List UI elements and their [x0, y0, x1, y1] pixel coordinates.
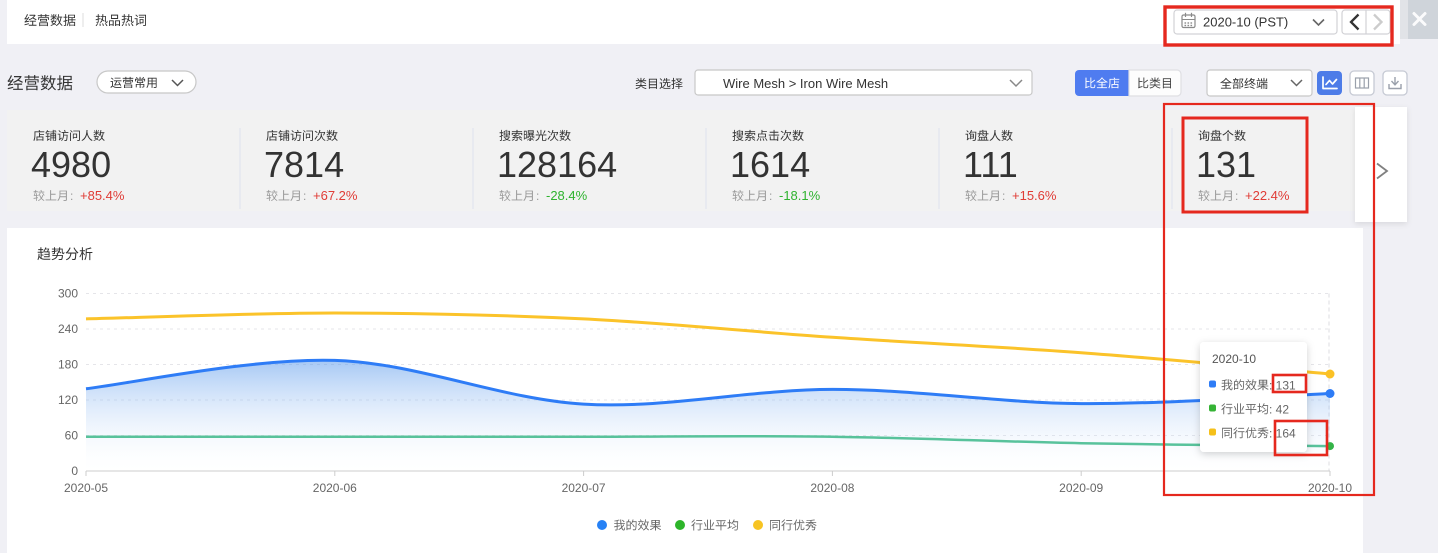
svg-text:180: 180	[58, 358, 78, 372]
svg-text:4980: 4980	[31, 144, 111, 185]
svg-text:1614: 1614	[730, 144, 810, 185]
svg-text:131: 131	[1196, 144, 1256, 185]
svg-text::: :	[769, 189, 772, 203]
svg-text:2020-10: 2020-10	[1212, 352, 1256, 366]
svg-text:+15.6%: +15.6%	[1012, 188, 1057, 203]
svg-text:2020-10: 2020-10	[1308, 481, 1352, 495]
svg-text:0: 0	[71, 464, 78, 478]
svg-text:: 164: : 164	[1269, 426, 1296, 440]
svg-text:111: 111	[963, 144, 1018, 185]
svg-text::: :	[70, 189, 73, 203]
svg-text:2020-07: 2020-07	[562, 481, 606, 495]
svg-text:: 42: : 42	[1269, 402, 1289, 416]
svg-text:-28.4%: -28.4%	[546, 188, 588, 203]
svg-text:2020-08: 2020-08	[810, 481, 854, 495]
svg-text:Wire Mesh > Iron Wire Mesh: Wire Mesh > Iron Wire Mesh	[723, 76, 888, 91]
svg-text:300: 300	[58, 287, 78, 301]
svg-text::: :	[1002, 189, 1005, 203]
svg-text:+22.4%: +22.4%	[1245, 188, 1290, 203]
svg-text:2020-10 (PST): 2020-10 (PST)	[1203, 15, 1288, 30]
svg-text:+85.4%: +85.4%	[80, 188, 125, 203]
svg-text::: :	[303, 189, 306, 203]
svg-text:120: 120	[58, 393, 78, 407]
svg-text::: :	[536, 189, 539, 203]
svg-text:: 131: : 131	[1269, 378, 1296, 392]
svg-text:60: 60	[65, 429, 79, 443]
svg-text:2020-05: 2020-05	[64, 481, 108, 495]
svg-text:128164: 128164	[497, 144, 617, 185]
svg-text:+67.2%: +67.2%	[313, 188, 358, 203]
svg-text:-18.1%: -18.1%	[779, 188, 821, 203]
svg-text:240: 240	[58, 322, 78, 336]
svg-text:2020-09: 2020-09	[1059, 481, 1103, 495]
svg-text:2020-06: 2020-06	[313, 481, 357, 495]
svg-text:7814: 7814	[264, 144, 344, 185]
svg-text::: :	[1235, 189, 1238, 203]
